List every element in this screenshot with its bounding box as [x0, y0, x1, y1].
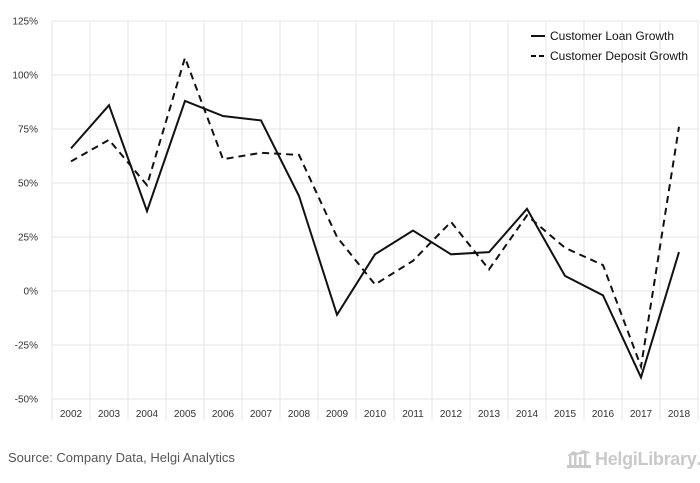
x-tick-label: 2016	[592, 409, 615, 420]
brand-name: HelgiLibrary	[595, 448, 697, 469]
line-chart: -50% -25% 0% 25% 50% 75% 100% 125% 2002 2003 2004…	[12, 17, 699, 421]
x-tick-label: 2013	[478, 409, 501, 420]
x-tick-label: 2005	[174, 409, 197, 420]
y-axis: -50% -25% 0% 25% 50% 75% 100% 125%	[12, 17, 38, 406]
library-building-icon	[567, 450, 591, 468]
y-tick-label: 25%	[18, 233, 38, 244]
legend-label: Customer Loan Growth	[550, 29, 674, 43]
y-tick-label: -50%	[15, 395, 38, 406]
x-tick-label: 2015	[554, 409, 577, 420]
x-tick-label: 2006	[212, 409, 235, 420]
x-tick-label: 2008	[288, 409, 311, 420]
deposit-growth-line	[70, 54, 680, 371]
grid-lines	[51, 20, 699, 421]
x-tick-label: 2009	[326, 409, 349, 420]
x-tick-label: 2012	[440, 409, 463, 420]
x-tick-label: 2011	[402, 409, 424, 420]
y-tick-label: 125%	[12, 17, 38, 28]
series-lines	[70, 54, 680, 381]
x-tick-label: 2007	[250, 409, 273, 420]
x-tick-label: 2004	[136, 409, 159, 420]
x-tick-label: 2002	[60, 409, 83, 420]
legend-label: Customer Deposit Growth	[550, 49, 688, 63]
x-axis: 2002 2003 2004 2005 2006 2007 2008 2009 2010 2011…	[60, 409, 691, 420]
y-tick-label: 50%	[18, 179, 38, 190]
x-tick-label: 2017	[630, 409, 653, 420]
y-tick-label: 75%	[18, 125, 38, 136]
y-tick-label: 0%	[24, 287, 39, 298]
brand-logo[interactable]: HelgiLibrary.	[566, 447, 700, 471]
x-tick-label: 2003	[98, 409, 121, 420]
y-tick-label: -25%	[15, 341, 38, 352]
x-tick-label: 2014	[516, 409, 539, 420]
loan-growth-line	[70, 99, 680, 381]
legend: Customer Loan Growth Customer Deposit Gro…	[531, 29, 688, 63]
x-tick-label: 2018	[668, 409, 691, 420]
x-tick-label: 2010	[364, 409, 387, 420]
source-note: Source: Company Data, Helgi Analytics	[8, 450, 235, 465]
y-tick-label: 100%	[12, 71, 38, 82]
brand-dot: .	[696, 449, 700, 470]
